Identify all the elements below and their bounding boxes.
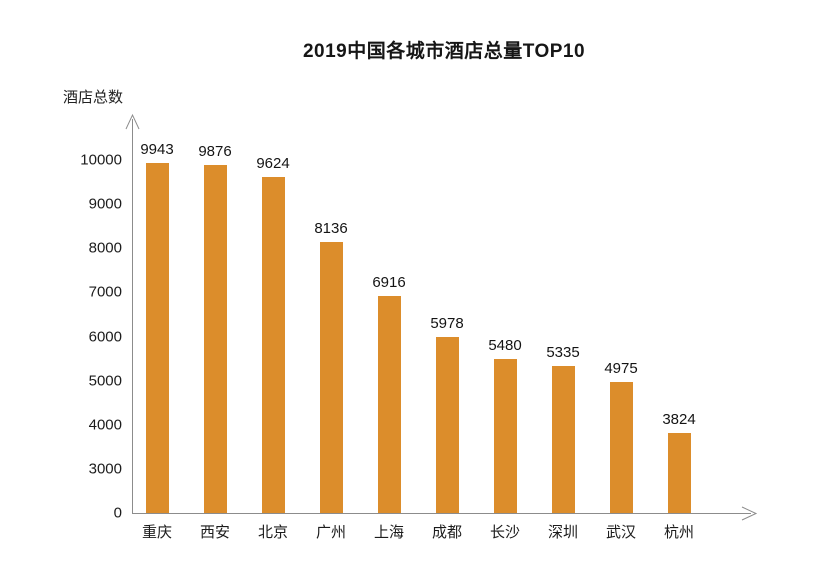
y-tick-label: 10000	[80, 151, 122, 169]
y-axis-label: 酒店总数	[63, 89, 124, 106]
bar	[609, 381, 633, 513]
y-tick-label: 8000	[88, 239, 122, 257]
x-category-label: 长沙	[489, 524, 520, 541]
bar	[261, 176, 285, 513]
bar	[203, 165, 227, 513]
bar-value-label: 8136	[314, 220, 348, 238]
bar-value-label: 5335	[546, 343, 580, 361]
x-category-label: 武汉	[605, 524, 636, 541]
bar	[377, 296, 401, 513]
bar-value-label: 5480	[488, 337, 522, 355]
y-tick-label: 6000	[88, 328, 122, 345]
bar	[435, 337, 459, 513]
y-tick-label: 3000	[88, 460, 122, 478]
x-category-label: 北京	[257, 524, 288, 541]
x-axis	[132, 506, 758, 521]
bar-value-label: 6916	[372, 274, 406, 292]
y-tick-label: 7000	[88, 283, 122, 301]
y-axis-arrow-icon	[125, 113, 140, 130]
bar	[667, 432, 691, 513]
bar-value-label: 9943	[140, 140, 174, 158]
x-category-label: 成都	[431, 524, 462, 541]
bar	[493, 359, 517, 513]
bar-value-label: 5978	[430, 315, 464, 333]
chart-title: 2019中国各城市酒店总量TOP10	[302, 41, 586, 62]
y-tick-label: 0	[113, 504, 122, 522]
bar-value-label: 4975	[604, 359, 638, 377]
x-category-label: 广州	[315, 524, 346, 541]
bar-value-label: 3824	[662, 410, 696, 428]
bar-value-label: 9876	[198, 143, 232, 161]
y-tick-label: 5000	[88, 372, 122, 390]
bar	[551, 365, 575, 513]
x-category-label: 杭州	[663, 524, 694, 541]
x-category-label: 重庆	[141, 524, 172, 541]
y-axis	[125, 113, 140, 513]
x-category-label: 西安	[199, 524, 230, 541]
x-category-label: 上海	[373, 524, 404, 541]
bar	[319, 242, 343, 513]
x-category-label: 深圳	[547, 524, 578, 541]
y-tick-label: 4000	[88, 416, 122, 434]
x-axis-arrow-icon	[741, 506, 758, 521]
y-tick-label: 9000	[88, 195, 122, 213]
bar-value-label: 9624	[256, 154, 290, 172]
bar	[145, 162, 169, 513]
